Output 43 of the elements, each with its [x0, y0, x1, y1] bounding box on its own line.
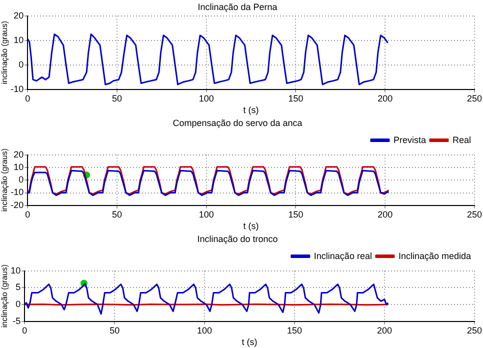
y-tick-label: -10: [10, 187, 24, 198]
x-axis-title: t (s): [243, 105, 259, 116]
x-tick-label: 100: [197, 325, 212, 336]
x-tick-label: 0: [25, 93, 30, 104]
legend-label: Inclinação medida: [398, 250, 471, 261]
y-tick-label: 5: [16, 282, 21, 292]
x-tick-label: 50: [112, 209, 122, 220]
x-tick-label: 150: [288, 209, 304, 220]
x-tick-label: 0: [25, 209, 30, 220]
y-tick-label: 0: [18, 59, 24, 70]
x-tick-label: 250: [466, 325, 482, 336]
legend-label: Prevista: [393, 134, 426, 145]
chart-title: Inclinação da Perna: [198, 2, 278, 12]
y-tick-label: 0: [18, 174, 24, 185]
y-axis-title: inclinação (graus): [0, 264, 10, 328]
y-tick-label: 10: [14, 34, 24, 45]
x-tick-label: 200: [378, 209, 393, 220]
x-tick-label: 250: [466, 209, 482, 220]
x-tick-label: 150: [288, 93, 304, 104]
x-tick-label: 100: [198, 93, 214, 104]
x-tick-label: 150: [287, 325, 302, 336]
x-axis-title: t (s): [243, 221, 259, 232]
chart-title: Inclinação do tronco: [197, 234, 278, 244]
y-tick-label: 0: [16, 299, 21, 310]
x-tick-label: 250: [466, 93, 482, 104]
y-tick-label: 20: [14, 149, 24, 160]
x-tick-label: 200: [378, 93, 393, 104]
x-tick-label: 50: [112, 93, 122, 104]
y-tick-label: 20: [14, 10, 24, 20]
legend-label: Inclinação real: [314, 250, 372, 261]
y-axis-title: inclinação (graus): [0, 20, 10, 84]
y-tick-label: 10: [14, 162, 24, 172]
y-tick-label: -20: [10, 200, 24, 210]
x-tick-label: 200: [377, 325, 392, 336]
legend-label: Real: [452, 134, 472, 145]
y-tick-label: 10: [10, 265, 21, 276]
y-tick-label: -10: [10, 84, 24, 94]
x-tick-label: 100: [198, 209, 214, 220]
x-axis-title: t (s): [242, 337, 258, 348]
y-tick-label: -5: [12, 316, 21, 326]
y-axis-title: inclinação (graus): [0, 148, 10, 212]
x-tick-label: 50: [110, 325, 120, 336]
chart-title: Compensação do servo da anca: [172, 118, 302, 128]
